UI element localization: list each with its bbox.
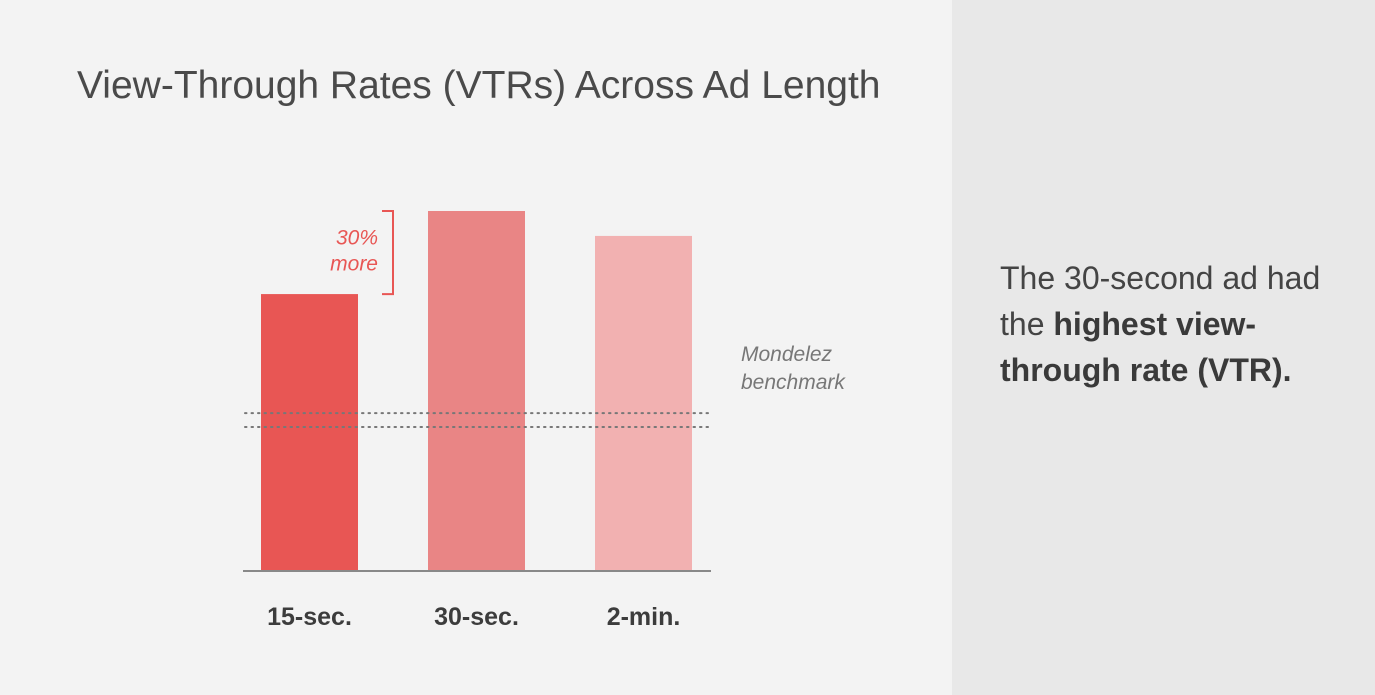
chart-title: View-Through Rates (VTRs) Across Ad Leng… [77, 64, 881, 107]
callout-panel [952, 0, 1375, 695]
vtr-bar-chart: Mondelez benchmark 15-sec. 30-sec. 2-min. 30%… [243, 210, 846, 631]
annotation-bracket [382, 210, 394, 296]
x-tick-label-2: 30-sec. [434, 603, 519, 631]
annotation-label-line1: 30% [336, 227, 378, 250]
bar-2 [428, 211, 525, 571]
bar-3 [595, 235, 692, 571]
callout-highlight: highest view-through rate (VTR). [1000, 306, 1292, 388]
benchmark-label-line1: Mondelez [741, 343, 833, 366]
benchmark-label-line2: benchmark [741, 371, 846, 394]
callout-text: The 30-second ad had the highest view-th… [1000, 255, 1340, 393]
x-tick-label-3: 2-min. [607, 603, 681, 631]
bar-1 [261, 294, 358, 571]
callout-prefix: The 30-second ad had the [1000, 260, 1321, 342]
annotation-label-line2: more [330, 253, 378, 276]
x-tick-label-1: 15-sec. [267, 603, 352, 631]
